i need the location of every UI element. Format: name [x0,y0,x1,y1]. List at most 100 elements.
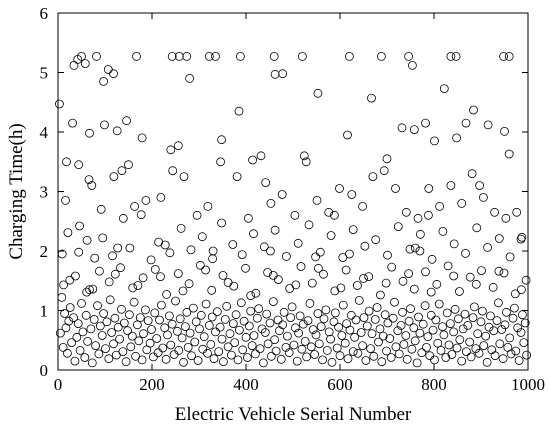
data-point [196,310,206,320]
data-point [481,331,491,341]
data-point [139,329,148,339]
data-point [169,350,179,359]
data-point [277,190,287,199]
data-point [287,302,297,312]
data-point [201,299,211,309]
data-point [467,169,477,179]
data-point [262,309,272,319]
data-point [97,331,107,340]
data-point [483,242,493,252]
data-point [319,314,329,324]
data-point [63,348,72,358]
data-point [449,271,459,281]
data-point [133,281,143,290]
data-point [471,279,481,289]
data-point [270,335,280,345]
data-point [72,332,82,342]
data-point [197,232,207,242]
data-point [513,323,523,333]
data-point [378,331,388,341]
data-point [315,247,325,257]
data-point [218,357,228,367]
data-point [85,285,94,295]
data-point [239,316,249,326]
data-point [423,332,433,342]
data-point [475,181,485,190]
data-point [293,238,303,248]
data-point [461,347,471,357]
data-point [518,310,527,320]
data-point [351,315,361,325]
data-point [168,166,178,176]
data-point [335,184,344,193]
data-point [381,278,391,288]
data-point [77,52,86,61]
data-point [271,346,281,356]
data-point [340,338,350,348]
data-point [291,280,301,290]
data-point [192,210,202,220]
data-point [57,292,67,302]
data-point [162,289,172,299]
data-point [163,330,172,340]
data-point [77,298,86,308]
data-point [348,225,358,235]
data-point [265,318,275,328]
data-point [327,357,337,367]
data-point [446,52,456,61]
data-point [243,213,253,223]
data-point [161,354,171,364]
data-point [222,301,232,311]
data-point [307,278,317,288]
data-point [226,350,236,360]
data-point [123,326,132,336]
data-point [183,342,193,352]
data-point [374,337,383,347]
data-point [510,303,519,313]
data-point [383,250,392,260]
data-point [140,305,150,315]
data-point [424,184,434,193]
data-point [494,234,504,243]
data-point [82,287,92,297]
data-point [409,125,419,135]
data-point [211,52,220,61]
y-tick-label: 6 [40,4,49,23]
data-point [326,334,336,344]
data-point [359,313,369,323]
data-point [352,281,362,290]
data-point [326,231,336,240]
data-point [310,350,320,359]
data-point [255,344,265,354]
data-point [60,309,69,318]
data-point [332,343,342,353]
data-point [118,213,128,223]
data-point [263,267,273,277]
data-point [354,295,364,305]
data-point [132,52,141,61]
data-point [376,52,386,61]
data-point [452,133,462,143]
data-point [397,123,407,133]
data-point [204,52,214,61]
data-point [421,118,430,128]
data-point [93,301,102,311]
data-point [313,88,323,98]
data-point [516,234,526,244]
data-point [401,207,411,217]
data-point [404,269,414,279]
axis-ticks [57,12,529,371]
data-point [426,310,436,320]
data-point [471,344,481,354]
data-point [302,352,312,362]
data-point [445,319,455,329]
data-point [438,322,447,332]
data-point [74,160,84,170]
data-point [229,281,239,291]
data-point [292,356,302,366]
data-point [311,252,321,262]
data-point [466,352,476,362]
x-axis-title: Electric Vehicle Serial Number [175,404,412,425]
data-point [218,270,228,280]
